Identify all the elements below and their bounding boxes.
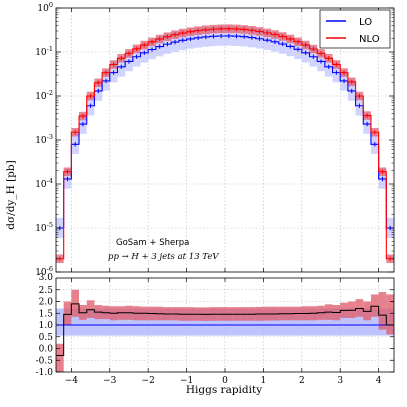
ratio-nlo-band-bin [56, 343, 64, 372]
main-y-tick-label: 10-1 [35, 45, 53, 58]
main-y-tick-label: 10-2 [35, 89, 53, 102]
legend: LO NLO [319, 9, 391, 49]
ratio-y-tick-label: -1.0 [36, 368, 54, 378]
ratio-y-tick-label-top: 3.0 [39, 273, 54, 283]
x-tick-label: 0 [222, 376, 228, 386]
x-tick-labels: −4 −3 −2 −1 0 1 2 3 4 [65, 376, 382, 386]
main-series-lines [56, 26, 394, 261]
ratio-nlo-band-bin [355, 299, 364, 317]
ratio-plot-panel: -1.0 -0.50.0 0.5 1.0 1.52.0 2.5 3.0 −4 −3 −2 −1 0 1… [36, 273, 395, 386]
ratio-axis-ticks [56, 278, 394, 373]
legend-box [319, 9, 391, 49]
x-tick-label: −1 [180, 376, 193, 386]
main-y-tick-label: 10-5 [35, 221, 53, 234]
ratio-series-lines [56, 303, 394, 357]
ratio-nlo-band-bin [86, 300, 95, 318]
x-tick-label: 1 [261, 376, 267, 386]
main-y-tick-label: 10-4 [35, 177, 53, 190]
ratio-nlo-band-bin [386, 294, 394, 335]
ratio-nlo-line [56, 303, 394, 357]
ratio-nlo-band-bin [378, 292, 387, 330]
ratio-y-tick-label: -0.5 [36, 356, 54, 366]
ratio-y-tick-label: 1.0 [39, 321, 54, 331]
main-y-tick-label: 10-3 [35, 133, 53, 146]
annotation-process: pp → H + 3 jets at 13 TeV [108, 252, 219, 262]
ratio-y-tick-label: 2.5 [39, 286, 54, 296]
legend-nlo-label: NLO [359, 34, 380, 45]
main-y-tick-label: 100 [37, 1, 53, 14]
x-axis-label: Higgs rapidity [186, 384, 262, 396]
main-uncertainty-bands [56, 24, 394, 264]
ratio-nlo-band-bin [71, 289, 80, 317]
main-axis-ticks [56, 7, 394, 273]
series-nlo-line [56, 28, 394, 260]
main-y-tick-label: 10-6 [35, 265, 53, 278]
ratio-y-tick-label: 0.0 [39, 345, 54, 355]
x-tick-label: −3 [103, 376, 117, 386]
x-tick-label: −2 [142, 376, 155, 386]
ratio-y-tick-label: 1.5 [39, 309, 54, 319]
annotation-generator: GoSam + Sherpa [116, 238, 189, 248]
x-tick-label: 2 [299, 376, 305, 386]
x-tick-label: 3 [337, 376, 343, 386]
ratio-nlo-band-bin [63, 301, 72, 325]
ratio-y-tick-labels: -1.0 -0.50.0 0.5 1.0 1.52.0 2.5 3.0 [36, 273, 54, 378]
x-tick-label: 4 [376, 376, 382, 386]
ratio-nlo-band-bin [370, 294, 379, 317]
legend-lo-label: LO [359, 17, 372, 28]
main-y-axis-label: dσ/dy_H [pb] [5, 160, 17, 229]
x-tick-label: −4 [65, 376, 79, 386]
ratio-y-tick-label: 0.5 [39, 333, 54, 343]
main-y-tick-labels: 100 10-1 10-2 10-3 10-4 10-5 10-6 [35, 1, 53, 278]
main-plot-panel: 100 10-1 10-2 10-3 10-4 10-5 10-6 [35, 1, 395, 278]
ratio-y-tick-label: 2.0 [39, 298, 54, 308]
